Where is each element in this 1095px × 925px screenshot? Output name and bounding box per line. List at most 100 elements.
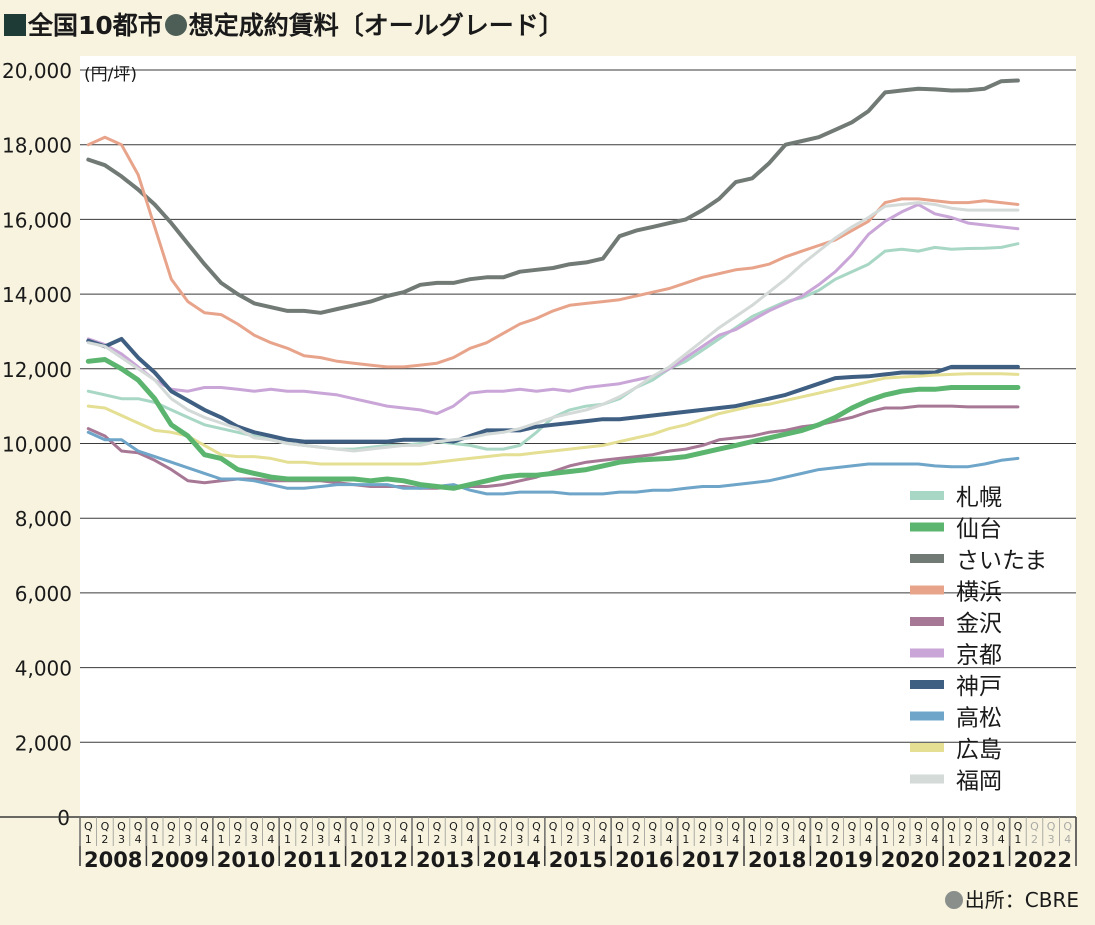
quarter-tick-label: Q <box>316 820 325 833</box>
quarter-tick-label: 2 <box>765 833 772 846</box>
quarter-tick-label: 1 <box>948 833 955 846</box>
quarter-tick-label: Q <box>814 820 823 833</box>
quarter-tick-label: 4 <box>467 833 474 846</box>
y-unit-label: (円/坪) <box>84 65 137 85</box>
title-part-rent: 想定成約賃料〔オールグレード〕 <box>188 11 564 40</box>
quarter-tick-label: Q <box>150 820 159 833</box>
quarter-tick-label: 4 <box>1064 833 1071 846</box>
quarter-tick-label: Q <box>466 820 475 833</box>
quarter-tick-label: Q <box>482 820 491 833</box>
quarter-tick-label: 4 <box>732 833 739 846</box>
legend-label: 高松 <box>956 706 1002 732</box>
quarter-tick-label: Q <box>964 820 973 833</box>
y-tick-label: 18,000 <box>2 134 72 158</box>
quarter-tick-label: 4 <box>666 833 673 846</box>
quarter-tick-label: Q <box>449 820 458 833</box>
year-tick-label: 2016 <box>615 848 673 872</box>
quarter-tick-label: 3 <box>450 833 457 846</box>
quarter-tick-label: 1 <box>483 833 490 846</box>
year-tick-label: 2010 <box>217 848 275 872</box>
year-tick-label: 2019 <box>814 848 872 872</box>
series-line <box>86 78 1020 315</box>
quarter-tick-label: 2 <box>633 833 640 846</box>
quarter-tick-label: Q <box>665 820 674 833</box>
quarter-tick-label: 1 <box>682 833 689 846</box>
quarter-tick-label: Q <box>433 820 442 833</box>
legend-swatch <box>910 774 944 784</box>
quarter-tick-label: 3 <box>649 833 656 846</box>
y-tick-label: 2,000 <box>15 731 72 755</box>
legend-label: 金沢 <box>956 611 1002 637</box>
series-line <box>86 135 1020 369</box>
plot-background <box>80 56 1076 817</box>
legend-swatch <box>910 711 944 721</box>
year-tick-label: 2022 <box>1014 848 1072 872</box>
quarter-tick-label: Q <box>217 820 226 833</box>
quarter-tick-label: Q <box>167 820 176 833</box>
legend-label: 神戸 <box>956 674 1002 700</box>
y-tick-label: 4,000 <box>15 657 72 681</box>
quarter-tick-label: 4 <box>533 833 540 846</box>
quarter-tick-label: 3 <box>184 833 191 846</box>
quarter-tick-label: 2 <box>234 833 241 846</box>
chart-title: 全国10都市 想定成約賃料〔オールグレード〕 <box>4 6 564 42</box>
quarter-tick-label: 4 <box>267 833 274 846</box>
circle-marker-icon <box>164 14 187 36</box>
quarter-tick-label: 2 <box>500 833 507 846</box>
quarter-tick-label: 2 <box>898 833 905 846</box>
legend-label: 広島 <box>956 737 1002 763</box>
quarter-tick-label: 3 <box>1048 833 1055 846</box>
quarter-tick-label: 3 <box>782 833 789 846</box>
quarter-tick-label: 4 <box>599 833 606 846</box>
quarter-tick-label: Q <box>765 820 774 833</box>
year-tick-label: 2018 <box>748 848 806 872</box>
quarter-tick-label: 3 <box>118 833 125 846</box>
quarter-tick-label: Q <box>931 820 940 833</box>
quarter-tick-label: Q <box>632 820 641 833</box>
quarter-tick-label: Q <box>1047 820 1056 833</box>
quarter-tick-label: Q <box>582 820 591 833</box>
year-tick-label: 2008 <box>84 848 142 872</box>
year-tick-label: 2021 <box>947 848 1005 872</box>
quarter-tick-label: 3 <box>384 833 391 846</box>
legend-swatch <box>910 743 944 752</box>
quarter-tick-label: Q <box>864 820 873 833</box>
quarter-tick-label: Q <box>350 820 359 833</box>
quarter-tick-label: 4 <box>334 833 341 846</box>
series-line <box>85 357 1021 491</box>
quarter-tick-label: Q <box>848 820 857 833</box>
quarter-tick-label: Q <box>101 820 110 833</box>
quarter-tick-label: 3 <box>317 833 324 846</box>
quarter-tick-label: Q <box>615 820 624 833</box>
quarter-tick-label: 2 <box>101 833 108 846</box>
quarter-tick-label: Q <box>1063 820 1072 833</box>
quarter-tick-label: 2 <box>168 833 175 846</box>
legend-swatch <box>910 680 944 689</box>
y-tick-label: 14,000 <box>2 283 72 307</box>
quarter-tick-label: 3 <box>583 833 590 846</box>
quarter-tick-label: Q <box>366 820 375 833</box>
legend-label: 福岡 <box>956 769 1002 795</box>
y-tick-label: 6,000 <box>15 582 72 606</box>
quarter-tick-label: 4 <box>799 833 806 846</box>
quarter-tick-label: 2 <box>699 833 706 846</box>
quarter-tick-label: 2 <box>965 833 972 846</box>
title-part-cities: 全国10都市 <box>28 11 163 40</box>
y-tick-label: 20,000 <box>2 59 72 83</box>
series-line <box>86 201 1020 453</box>
quarter-tick-label: Q <box>947 820 956 833</box>
quarter-tick-label: Q <box>781 820 790 833</box>
quarter-tick-label: 2 <box>367 833 374 846</box>
quarter-tick-label: 1 <box>1014 833 1021 846</box>
quarter-tick-label: Q <box>980 820 989 833</box>
quarter-tick-label: Q <box>798 820 807 833</box>
quarter-tick-label: 1 <box>417 833 424 846</box>
quarter-tick-label: Q <box>416 820 425 833</box>
quarter-tick-label: Q <box>233 820 242 833</box>
quarter-tick-label: Q <box>333 820 342 833</box>
legend-swatch <box>910 491 944 500</box>
source-text: 出所：CBRE <box>964 888 1079 912</box>
quarter-tick-label: Q <box>897 820 906 833</box>
quarter-tick-label: 1 <box>616 833 623 846</box>
